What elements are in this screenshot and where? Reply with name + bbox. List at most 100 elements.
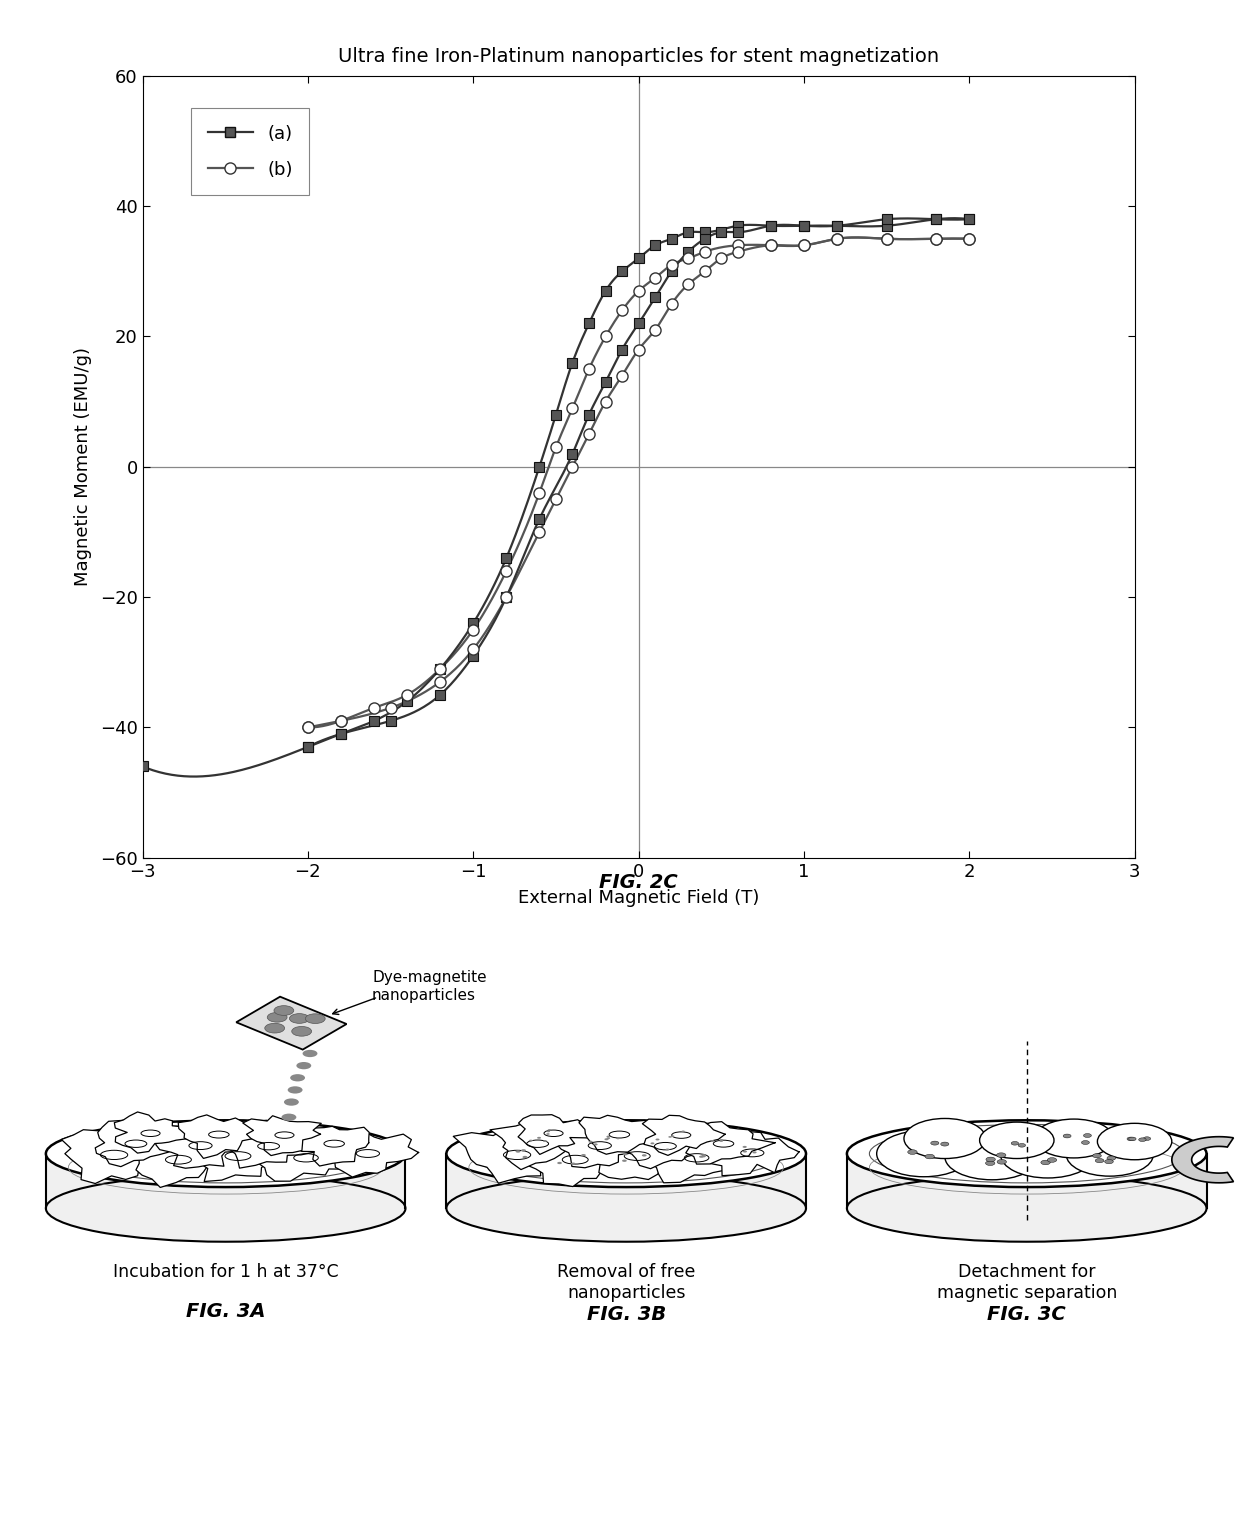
(a) [681,223,696,241]
Circle shape [622,1160,626,1161]
(a) [615,263,630,281]
Circle shape [986,1157,996,1161]
Circle shape [997,1152,1006,1157]
(a) [399,692,414,710]
Ellipse shape [446,1120,806,1187]
Circle shape [1138,1138,1146,1142]
Circle shape [699,1155,703,1158]
Circle shape [521,1149,526,1152]
(b) [631,282,646,301]
Polygon shape [179,1114,267,1158]
Polygon shape [490,1123,584,1169]
(b) [300,718,315,736]
Circle shape [522,1155,527,1158]
Circle shape [296,1063,311,1069]
Polygon shape [454,1129,574,1183]
Circle shape [274,1005,294,1016]
(b) [681,249,696,267]
Circle shape [606,1137,610,1138]
Circle shape [711,1140,714,1142]
Polygon shape [579,1116,657,1154]
Circle shape [622,1154,627,1155]
(a) [665,229,680,247]
Circle shape [606,1135,610,1137]
Polygon shape [155,1125,248,1169]
Circle shape [1143,1137,1151,1140]
Polygon shape [290,1126,370,1166]
Circle shape [1048,1158,1056,1163]
Circle shape [1081,1140,1090,1145]
(a) [631,249,646,267]
Circle shape [743,1146,746,1148]
(a) [582,314,596,332]
Polygon shape [258,1131,360,1181]
Circle shape [1066,1134,1153,1176]
Circle shape [582,1154,585,1157]
Circle shape [1040,1160,1050,1164]
Text: Dye-magnetite
nanoparticles: Dye-magnetite nanoparticles [372,970,486,1003]
Polygon shape [243,1116,321,1155]
Circle shape [570,1163,575,1164]
Circle shape [642,1154,646,1157]
Circle shape [303,1050,317,1057]
Circle shape [931,1142,939,1145]
(b) [466,621,481,639]
Circle shape [547,1132,549,1135]
X-axis label: External Magnetic Field (T): External Magnetic Field (T) [518,890,759,906]
(b) [334,712,348,730]
(b) [796,237,811,255]
Circle shape [945,1134,1039,1179]
Polygon shape [95,1119,185,1167]
Circle shape [290,1075,305,1081]
Circle shape [284,1099,299,1105]
(a) [796,217,811,235]
Ellipse shape [46,1175,405,1242]
Polygon shape [62,1129,166,1184]
(a) [466,613,481,631]
(a) [879,217,894,235]
(a) [532,458,547,477]
(a) [135,757,150,776]
Circle shape [986,1161,994,1166]
Text: FIG. 3B: FIG. 3B [587,1305,666,1325]
Circle shape [702,1155,706,1157]
Circle shape [1001,1132,1095,1178]
Y-axis label: Magnetic Moment (EMU/g): Magnetic Moment (EMU/g) [73,348,92,586]
Circle shape [1105,1160,1114,1164]
Ellipse shape [847,1120,1207,1187]
Text: Detachment for
magnetic separation: Detachment for magnetic separation [936,1263,1117,1302]
(a) [334,724,348,742]
(a) [647,237,662,255]
Polygon shape [588,1129,687,1179]
Circle shape [1011,1142,1018,1145]
Circle shape [997,1160,1007,1164]
Circle shape [743,1151,746,1152]
Polygon shape [622,1125,712,1169]
Circle shape [1095,1158,1104,1163]
Circle shape [305,1014,325,1023]
Circle shape [557,1161,562,1164]
Circle shape [719,1140,723,1142]
(a) [764,217,779,235]
(b) [764,237,779,255]
Circle shape [281,1114,296,1120]
Circle shape [1018,1143,1025,1148]
Ellipse shape [46,1120,405,1187]
Circle shape [666,1149,670,1151]
Polygon shape [186,1131,291,1181]
Circle shape [604,1138,609,1140]
Circle shape [1084,1134,1091,1137]
Polygon shape [557,1122,647,1167]
(a) [697,223,712,241]
Circle shape [265,1023,285,1034]
(a) [962,209,977,228]
(b) [598,328,613,346]
Polygon shape [46,1154,405,1242]
Line: (b): (b) [303,234,975,733]
Polygon shape [231,1120,316,1169]
(b) [615,301,630,320]
(a) [498,550,513,568]
(a) [548,405,563,424]
Polygon shape [114,1113,197,1154]
(b) [582,360,596,378]
